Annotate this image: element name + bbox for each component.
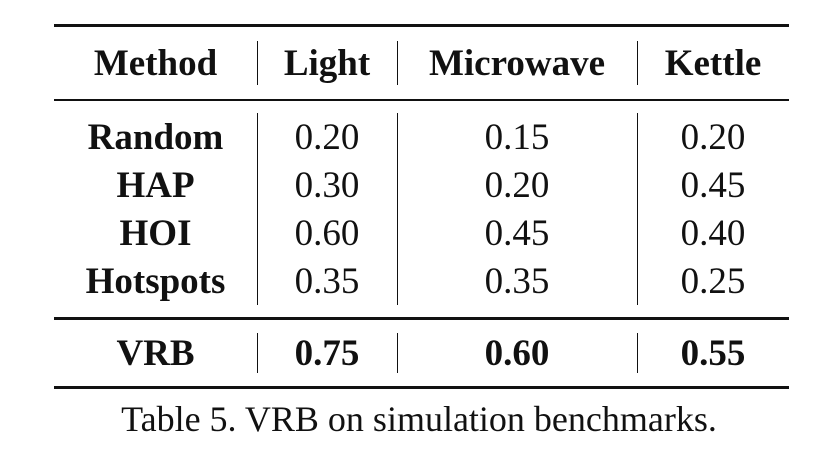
kettle-cell: 0.25 [637,257,789,319]
row-method-cell: Hotspots [85,260,226,302]
highlight-method-cell: VRB [116,332,195,374]
header-light: Light [257,26,397,101]
table-row: HAP 0.30 0.20 0.45 [54,161,789,209]
microwave-cell: 0.15 [397,100,637,161]
kettle-cell: 0.45 [637,161,789,209]
highlight-row: VRB 0.75 0.60 0.55 [54,318,789,388]
kettle-cell: 0.20 [637,100,789,161]
table-row: Random 0.20 0.15 0.20 [54,100,789,161]
highlight-kettle-cell: 0.55 [637,319,789,388]
results-table-container: Method Light Microwave Kettle Random 0.2… [54,24,789,389]
header-kettle: Kettle [637,26,789,101]
header-microwave: Microwave [397,26,637,101]
table-row: Hotspots 0.35 0.35 0.25 [54,257,789,319]
row-method-cell: HAP [116,164,195,206]
light-cell: 0.30 [257,161,397,209]
light-cell: 0.35 [257,257,397,319]
microwave-cell: 0.20 [397,161,637,209]
microwave-cell: 0.45 [397,209,637,257]
header-row: Method Light Microwave Kettle [54,25,789,101]
table-row: HOI 0.60 0.45 0.40 [54,209,789,257]
header-method: Method [93,42,218,84]
highlight-light-cell: 0.75 [257,319,397,388]
microwave-cell: 0.35 [397,257,637,319]
results-table: Method Light Microwave Kettle Random 0.2… [54,24,789,389]
kettle-cell: 0.40 [637,209,789,257]
row-method-cell: HOI [119,212,192,254]
row-method-cell: Random [87,116,224,158]
light-cell: 0.20 [257,100,397,161]
table-caption: Table 5. VRB on simulation benchmarks. [121,399,717,439]
highlight-microwave-cell: 0.60 [397,319,637,388]
light-cell: 0.60 [257,209,397,257]
